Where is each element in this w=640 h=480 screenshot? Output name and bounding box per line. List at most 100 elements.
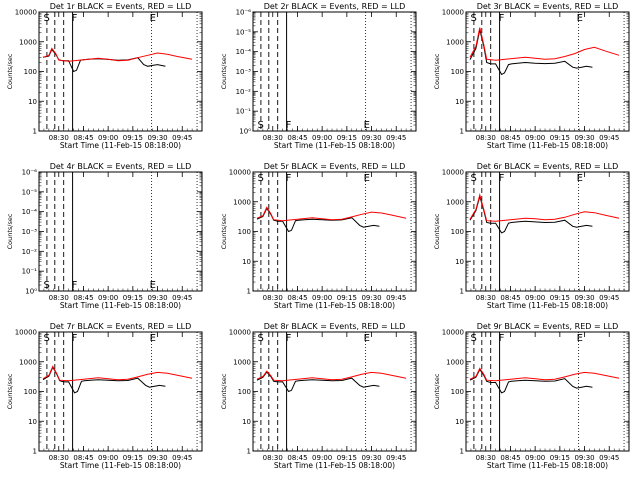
x-tick-label: 09:15	[337, 454, 357, 462]
marker-S: S	[470, 13, 476, 24]
y-tick-label: 10⁻⁵	[236, 28, 252, 36]
x-tick-label: 09:45	[386, 454, 406, 462]
y-axis-label: Counts/sec	[6, 373, 14, 409]
panel-det-6: Det 6r BLACK = Events, RED = LLD 1 10 100 10…	[433, 162, 630, 310]
y-tick-label: 100	[451, 68, 464, 76]
x-tick-label: 09:15	[550, 134, 570, 142]
marker-E: E	[577, 13, 583, 24]
y-tick-label: 10000	[442, 169, 464, 177]
marker-E: E	[577, 333, 583, 344]
x-tick-label: 08:30	[263, 294, 283, 302]
marker-S: S	[43, 280, 49, 291]
y-tick-label: 10000	[442, 329, 464, 337]
x-tick-label: 08:45	[73, 454, 93, 462]
panel-det-7: Det 7r BLACK = Events, RED = LLD 1 10 100 10…	[6, 322, 203, 470]
x-tick-label: 09:30	[574, 294, 594, 302]
x-tick-label: 08:30	[263, 134, 283, 142]
y-tick-label: 10⁻²	[236, 88, 252, 96]
x-tick-label: 08:45	[500, 134, 520, 142]
y-tick-label: 10⁻⁶	[22, 169, 38, 177]
y-tick-label: 10⁻¹	[236, 108, 252, 116]
lld-series-line	[42, 365, 193, 382]
x-tick-label: 08:45	[500, 454, 520, 462]
marker-E: E	[364, 333, 370, 344]
y-tick-label: 1000	[446, 358, 464, 366]
x-tick-label: 09:00	[525, 294, 545, 302]
x-tick-label: 09:15	[337, 294, 357, 302]
y-tick-label: 1000	[233, 198, 251, 206]
marker-E: E	[150, 13, 156, 24]
x-tick-label: 08:30	[49, 454, 69, 462]
y-tick-label: 100	[24, 388, 37, 396]
y-axis-label: Counts/sec	[220, 213, 228, 249]
x-axis-label: Start Time (11-Feb-15 08:18:00)	[60, 141, 181, 150]
panel-det-9: Det 9r BLACK = Events, RED = LLD 1 10 100 10…	[433, 322, 630, 470]
marker-F: F	[72, 280, 78, 291]
y-tick-label: 10	[242, 258, 251, 266]
x-tick-label: 09:45	[172, 454, 192, 462]
x-tick-label: 09:15	[550, 454, 570, 462]
panel-title: Det 7r BLACK = Events, RED = LLD	[50, 322, 192, 331]
x-tick-label: 09:00	[525, 454, 545, 462]
x-axis-label: Start Time (11-Feb-15 08:18:00)	[274, 301, 395, 310]
marker-S: S	[257, 173, 263, 184]
y-tick-label: 10000	[15, 329, 37, 337]
marker-F: F	[499, 173, 505, 184]
y-tick-label: 10⁻⁶	[236, 9, 252, 17]
x-tick-label: 08:30	[263, 454, 283, 462]
y-axis-label: Counts/sec	[6, 213, 14, 249]
panel-title: Det 4r BLACK = Events, RED = LLD	[50, 162, 192, 171]
x-tick-label: 08:45	[287, 294, 307, 302]
x-tick-label: 09:30	[574, 454, 594, 462]
x-tick-label: 08:30	[476, 134, 496, 142]
y-tick-label: 10⁻²	[22, 248, 38, 256]
x-tick-label: 08:30	[49, 294, 69, 302]
y-tick-label: 100	[451, 388, 464, 396]
y-axis-label: Counts/sec	[6, 53, 14, 89]
x-tick-label: 09:45	[599, 134, 619, 142]
marker-E: E	[150, 333, 156, 344]
y-tick-label: 10	[455, 418, 464, 426]
marker-S: S	[43, 333, 49, 344]
panel-title: Det 2r BLACK = Events, RED = LLD	[264, 2, 406, 11]
marker-F: F	[286, 333, 292, 344]
y-tick-label: 1000	[446, 198, 464, 206]
x-tick-label: 09:15	[123, 294, 143, 302]
x-tick-label: 09:30	[574, 134, 594, 142]
x-axis-label: Start Time (11-Feb-15 08:18:00)	[487, 301, 608, 310]
marker-F: F	[286, 173, 292, 184]
y-axis-label: Counts/sec	[433, 53, 441, 89]
y-tick-label: 1	[460, 288, 464, 296]
y-tick-label: 10⁻¹	[22, 268, 38, 276]
y-tick-label: 10⁻⁴	[236, 48, 252, 56]
x-axis-label: Start Time (11-Feb-15 08:18:00)	[274, 461, 395, 470]
marker-F: F	[499, 333, 505, 344]
y-tick-label: 100	[238, 388, 251, 396]
y-tick-label: 1000	[19, 38, 37, 46]
y-tick-label: 10⁰	[25, 288, 37, 296]
x-tick-label: 09:15	[337, 134, 357, 142]
y-axis-label: Counts/sec	[220, 53, 228, 89]
y-tick-label: 10	[28, 98, 37, 106]
x-tick-label: 09:00	[98, 294, 118, 302]
lld-series-line	[469, 367, 620, 382]
x-axis-label: Start Time (11-Feb-15 08:18:00)	[487, 461, 608, 470]
x-tick-label: 09:00	[98, 454, 118, 462]
marker-F: F	[499, 13, 505, 24]
y-tick-label: 100	[24, 68, 37, 76]
x-tick-label: 09:00	[98, 134, 118, 142]
marker-E: E	[364, 120, 370, 131]
x-tick-label: 09:15	[123, 134, 143, 142]
panel-det-2: Det 2r BLACK = Events, RED = LLD 10⁰ 10⁻¹ 1…	[220, 2, 417, 150]
y-axis-label: Counts/sec	[220, 373, 228, 409]
x-tick-label: 09:30	[361, 294, 381, 302]
x-tick-label: 09:30	[361, 134, 381, 142]
panel-title: Det 8r BLACK = Events, RED = LLD	[264, 322, 406, 331]
y-tick-label: 1	[33, 128, 37, 136]
events-series-line	[256, 371, 380, 393]
y-tick-label: 1	[247, 448, 251, 456]
marker-S: S	[257, 120, 263, 131]
x-tick-label: 09:00	[525, 134, 545, 142]
panel-det-1: Det 1r BLACK = Events, RED = LLD 1 10 100 10…	[6, 2, 203, 150]
